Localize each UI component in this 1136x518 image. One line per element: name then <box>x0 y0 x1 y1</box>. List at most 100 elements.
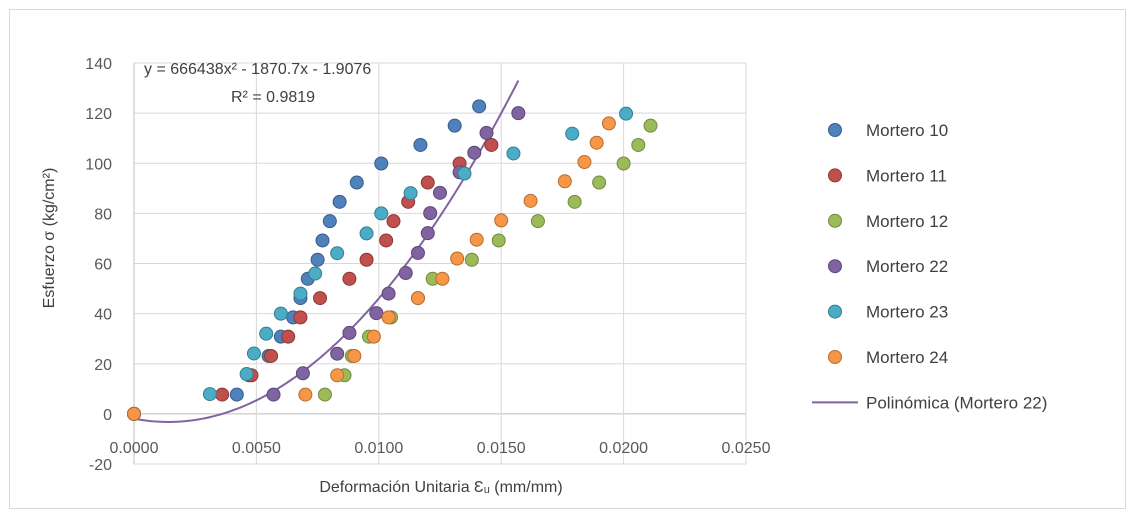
data-point-mortero-24 <box>127 406 141 421</box>
trendline-equation: y = 666438x² - 1870.7x - 1.9076 <box>144 61 371 78</box>
data-point-mortero-12 <box>530 214 545 229</box>
data-point-mortero-11 <box>386 214 401 229</box>
data-point-mortero-22 <box>398 266 413 281</box>
x-tick-label: 0.0250 <box>722 440 771 457</box>
data-point-mortero-23 <box>246 346 261 361</box>
data-point-mortero-23 <box>457 166 472 181</box>
legend-label-mortero-10: Mortero 10 <box>866 121 948 140</box>
data-point-mortero-22 <box>410 245 425 260</box>
data-point-mortero-23 <box>273 306 288 321</box>
data-point-mortero-12 <box>567 194 582 209</box>
data-point-mortero-10 <box>332 194 347 209</box>
data-point-mortero-22 <box>266 387 281 402</box>
data-point-mortero-23 <box>359 226 374 241</box>
data-point-mortero-24 <box>601 116 616 131</box>
data-point-mortero-23 <box>619 106 634 121</box>
y-tick-label: 0 <box>103 407 112 424</box>
legend-marker-mortero-23 <box>828 304 842 319</box>
legend-marker-mortero-11 <box>828 168 842 183</box>
data-point-mortero-22 <box>433 185 447 200</box>
y-tick-label: 120 <box>85 106 112 123</box>
data-point-mortero-10 <box>310 252 325 267</box>
data-point-mortero-24 <box>381 310 396 325</box>
data-point-mortero-24 <box>589 135 604 150</box>
data-point-mortero-11 <box>420 175 435 190</box>
data-point-mortero-22 <box>423 206 438 221</box>
gridlines <box>133 62 747 465</box>
y-tick-label: 60 <box>94 257 112 274</box>
x-tick-label: 0.0150 <box>477 440 526 457</box>
data-point-mortero-11 <box>342 271 357 286</box>
data-point-mortero-24 <box>298 387 313 402</box>
data-point-mortero-24 <box>435 271 450 286</box>
data-point-mortero-11 <box>379 233 394 248</box>
axis-ticks: -20 0 20 40 60 80 100 120 140 0.0000 0.0050 0.0100 0… <box>85 56 770 474</box>
data-point-mortero-22 <box>511 106 526 121</box>
data-point-mortero-11 <box>264 348 279 363</box>
data-point-mortero-24 <box>330 368 345 383</box>
data-point-mortero-11 <box>293 310 308 325</box>
data-point-mortero-23 <box>239 367 254 382</box>
data-point-mortero-23 <box>403 186 418 201</box>
data-point-mortero-24 <box>410 291 425 306</box>
legend-marker-mortero-12 <box>828 213 842 228</box>
y-tick-label: 40 <box>94 307 112 324</box>
data-point-mortero-24 <box>347 348 362 363</box>
legend-marker-mortero-24 <box>828 350 842 364</box>
data-point-mortero-23 <box>293 286 308 301</box>
trendline-r-squared: R² = 0.9819 <box>231 89 315 106</box>
data-point-mortero-23 <box>259 326 274 341</box>
data-point-mortero-22 <box>369 306 384 321</box>
data-point-mortero-22 <box>381 286 396 301</box>
data-point-mortero-10 <box>374 156 389 171</box>
y-tick-label: 100 <box>85 156 112 173</box>
legend-label-mortero-11: Mortero 11 <box>866 166 947 185</box>
data-point-mortero-22 <box>295 366 310 381</box>
data-point-mortero-10 <box>413 137 428 152</box>
data-point-mortero-24 <box>450 251 465 266</box>
data-point-mortero-24 <box>577 155 592 169</box>
y-tick-label: -20 <box>89 457 112 474</box>
legend-label-mortero-23: Mortero 23 <box>866 303 948 322</box>
data-point-mortero-10 <box>447 118 462 133</box>
legend-marker-mortero-10 <box>828 123 842 137</box>
data-point-mortero-22 <box>330 346 345 361</box>
legend-label-mortero-22: Mortero 22 <box>866 257 948 276</box>
legend-marker-mortero-22 <box>828 259 842 274</box>
data-point-mortero-12 <box>317 387 332 402</box>
data-point-mortero-11 <box>484 137 499 152</box>
x-tick-label: 0.0200 <box>599 440 648 457</box>
data-point-mortero-12 <box>491 233 506 248</box>
data-point-mortero-23 <box>202 387 217 402</box>
data-point-mortero-10 <box>472 99 487 114</box>
data-point-mortero-22 <box>420 226 435 241</box>
data-point-mortero-11 <box>281 329 296 344</box>
legend: Mortero 10 Mortero 11 Mortero 12 Mortero 22… <box>812 121 1047 412</box>
data-point-mortero-24 <box>557 174 572 189</box>
data-point-mortero-24 <box>523 193 538 208</box>
data-point-mortero-12 <box>631 137 646 152</box>
data-point-mortero-22 <box>467 145 482 160</box>
y-tick-label: 140 <box>85 56 112 73</box>
trendline-curve <box>133 80 520 423</box>
y-axis-title: Esfuerzo σ (kg/cm²) <box>41 168 58 309</box>
data-point-mortero-12 <box>592 175 607 190</box>
data-point-mortero-12 <box>616 156 631 171</box>
data-point-mortero-10 <box>315 233 330 248</box>
data-point-mortero-11 <box>313 291 328 306</box>
legend-label-trendline: Polinómica (Mortero 22) <box>866 393 1047 412</box>
data-markers <box>127 99 658 421</box>
data-point-mortero-10 <box>349 175 364 190</box>
data-point-mortero-11 <box>359 252 374 267</box>
data-point-mortero-11 <box>215 387 230 402</box>
chart-area <box>9 9 1126 509</box>
y-tick-label: 20 <box>94 357 112 374</box>
data-point-mortero-23 <box>308 266 323 281</box>
x-axis-title: Deformación Unitaria Ɛᵤ (mm/mm) <box>319 479 562 496</box>
data-point-mortero-10 <box>229 387 244 402</box>
data-point-mortero-23 <box>330 246 345 261</box>
data-point-mortero-12 <box>464 252 479 267</box>
data-point-mortero-23 <box>374 206 389 221</box>
data-point-mortero-10 <box>322 214 337 229</box>
